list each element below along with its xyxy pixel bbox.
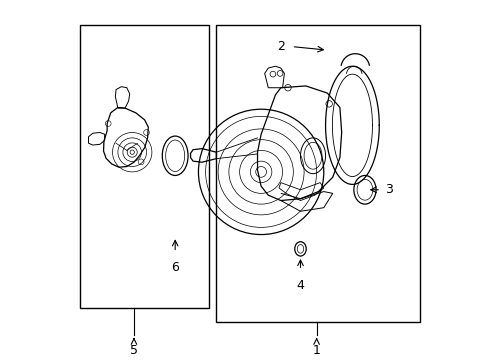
Text: 3: 3 [385, 183, 392, 196]
Bar [217, 25, 420, 322]
Text: 2: 2 [277, 40, 285, 53]
Text: 5: 5 [130, 344, 138, 357]
Text: 4: 4 [296, 279, 304, 292]
Bar [80, 25, 209, 308]
Text: 1: 1 [313, 344, 320, 357]
Text: 6: 6 [171, 261, 179, 274]
